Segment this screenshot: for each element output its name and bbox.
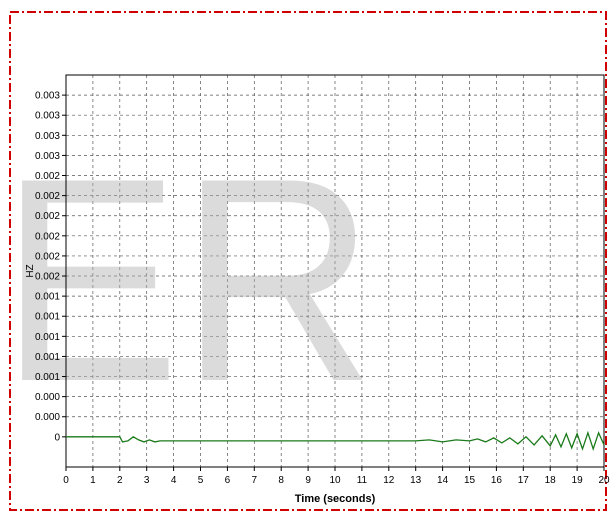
y-tick-label: 0.001 (35, 352, 60, 363)
x-tick-label: 2 (117, 475, 123, 486)
watermark: ER (0, 118, 375, 442)
x-tick-label: 9 (305, 475, 311, 486)
y-tick-label: 0.002 (35, 191, 60, 202)
x-tick-label: 0 (63, 475, 69, 486)
x-tick-label: 5 (198, 475, 204, 486)
y-tick-label: 0.002 (35, 171, 60, 182)
grid (66, 75, 604, 467)
x-tick-label: 16 (491, 475, 503, 486)
y-tick-label: 0.001 (35, 312, 60, 323)
x-tick-label: 7 (252, 475, 258, 486)
y-tick-label: 0.002 (35, 211, 60, 222)
x-tick-label: 13 (410, 475, 422, 486)
x-tick-label: 12 (383, 475, 395, 486)
x-axis-ticks: 0 1 2 3 4 5 6 7 8 9 10 11 12 13 14 15 16 17 18 19 20 (63, 467, 610, 486)
x-tick-label: 6 (225, 475, 231, 486)
x-axis-title: Time (seconds) (295, 493, 376, 505)
y-axis-ticks: 0 0.000 0.000 0.001 0.001 0.001 0.001 0.001 0.00… (35, 91, 66, 443)
y-tick-label: 0.003 (35, 131, 60, 142)
x-tick-label: 15 (464, 475, 476, 486)
x-tick-label: 17 (518, 475, 530, 486)
y-tick-label: 0.000 (35, 392, 60, 403)
series-line (66, 430, 605, 451)
x-tick-label: 8 (278, 475, 284, 486)
y-tick-label: 0.003 (35, 111, 60, 122)
y-tick-label: 0.003 (35, 151, 60, 162)
x-tick-label: 18 (545, 475, 557, 486)
x-tick-label: 19 (572, 475, 584, 486)
y-tick-label: 0 (54, 432, 60, 443)
watermark-text: ER (0, 118, 375, 442)
x-tick-label: 11 (357, 475, 368, 486)
y-tick-label: 0.001 (35, 372, 60, 383)
x-tick-label: 20 (598, 475, 610, 486)
y-axis-title: HZ (25, 264, 36, 277)
y-tick-label: 0.002 (35, 251, 60, 262)
x-tick-label: 1 (90, 475, 96, 486)
y-tick-label: 0.002 (35, 272, 60, 283)
x-tick-label: 14 (437, 475, 449, 486)
y-tick-label: 0.003 (35, 91, 60, 102)
y-tick-label: 0.001 (35, 332, 60, 343)
x-tick-label: 4 (171, 475, 177, 486)
y-tick-label: 0.000 (35, 412, 60, 423)
x-tick-label: 10 (329, 475, 341, 486)
y-tick-label: 0.001 (35, 292, 60, 303)
series-layer (66, 430, 605, 451)
y-tick-label: 0.002 (35, 231, 60, 242)
x-tick-label: 3 (144, 475, 150, 486)
